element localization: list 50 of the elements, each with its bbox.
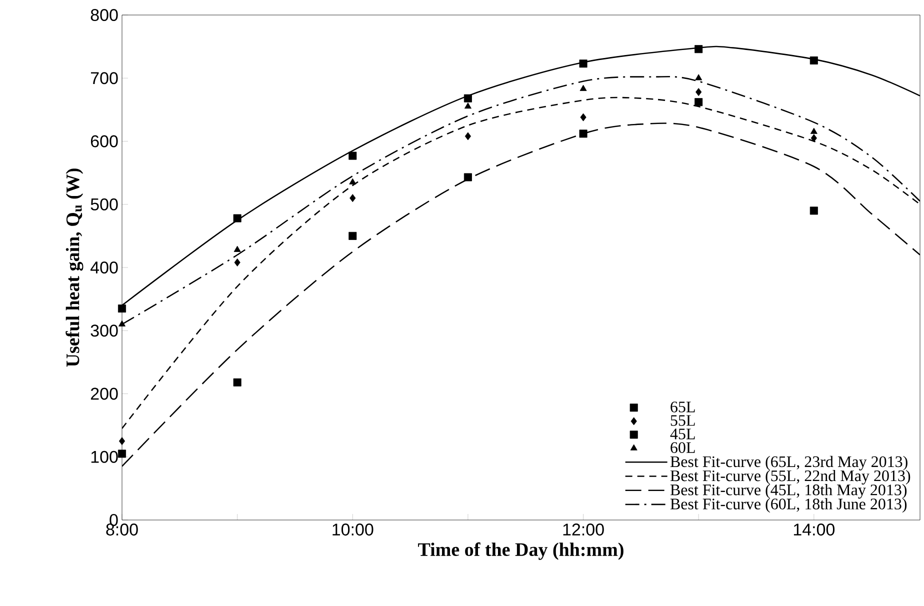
point	[810, 128, 818, 134]
y-tick-label: 500	[90, 198, 118, 210]
point	[234, 246, 241, 252]
point	[234, 258, 240, 266]
point	[464, 94, 472, 102]
legend-label: 45L	[670, 428, 695, 440]
y-tick-label: 100	[91, 450, 118, 463]
point	[694, 45, 703, 54]
point	[118, 450, 126, 458]
point	[118, 437, 126, 446]
point	[464, 132, 472, 140]
point	[579, 60, 588, 68]
y-tick-label: 200	[90, 388, 118, 400]
y-tick-label: 800	[90, 8, 118, 22]
legend-label: 55L	[670, 415, 695, 426]
point	[696, 88, 702, 96]
point	[810, 206, 818, 215]
point	[118, 304, 126, 313]
point	[580, 113, 586, 122]
point	[348, 152, 357, 160]
y-tick-label: 400	[90, 261, 118, 274]
x-tick-label: 12:00	[563, 524, 604, 536]
point	[118, 320, 126, 326]
legend-label: 60L	[670, 442, 695, 454]
y-tick-label: 600	[90, 135, 118, 148]
point	[810, 56, 818, 64]
point	[810, 134, 817, 142]
x-axis-title: Time of the Day (hh:mm)	[418, 542, 624, 560]
point	[464, 173, 472, 182]
point	[579, 130, 588, 138]
point	[694, 98, 703, 106]
point	[695, 74, 702, 80]
y-tick-label: 700	[90, 72, 118, 84]
y-tick-label: 300	[90, 324, 118, 337]
legend-label: Best Fit-curve (60L, 18th June 2013)	[670, 498, 907, 513]
y-axis-title: Useful heat gain, Q$_{u}$ (W)	[66, 168, 84, 367]
legend-label: Best Fit-curve (45L, 18th May 2013)	[670, 484, 907, 499]
x-tick-label: 8:00	[106, 524, 138, 536]
point	[350, 194, 356, 202]
x-tick-label: 14:00	[794, 524, 835, 536]
legend-label: Best Fit-curve (55L, 22nd May 2013)	[670, 470, 910, 484]
point	[233, 378, 242, 386]
point	[233, 214, 242, 222]
point	[464, 102, 472, 109]
legend-label: Best Fit-curve (65L, 23rd May 2013)	[670, 456, 908, 470]
x-tick-label: 10:00	[332, 524, 374, 536]
point	[349, 178, 356, 184]
point	[580, 84, 587, 91]
legend-label: 65L	[670, 402, 695, 412]
point	[348, 232, 357, 240]
